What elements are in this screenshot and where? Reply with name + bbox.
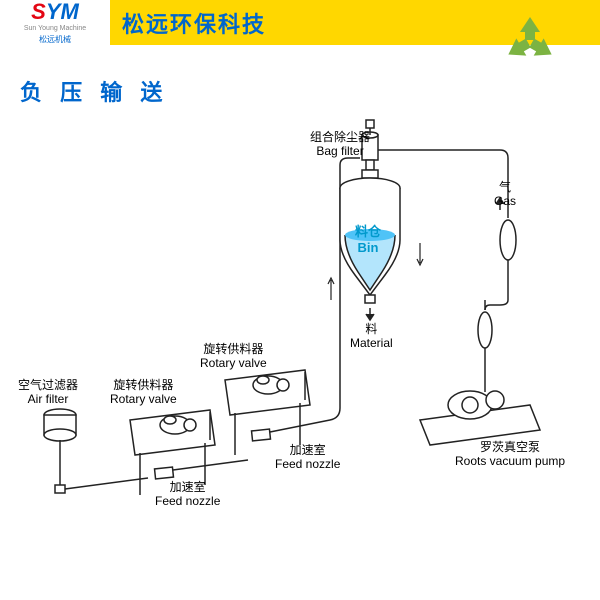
label-gas: 气 Gas (494, 180, 516, 209)
label-bin: 料仓 Bin (355, 221, 381, 255)
label-material: 料 Material (350, 322, 393, 351)
label-feed-nozzle-2: 加速室 Feed nozzle (275, 443, 340, 472)
label-air-filter: 空气过滤器 Air filter (18, 378, 78, 407)
label-roots-pump: 罗茨真空泵 Roots vacuum pump (455, 440, 565, 469)
label-rotary-valve-2: 旋转供料器 Rotary valve (200, 342, 267, 371)
label-feed-nozzle-1: 加速室 Feed nozzle (155, 480, 220, 509)
label-bag-filter: 组合除尘器 Bag filter (310, 130, 370, 159)
process-diagram (0, 0, 600, 600)
label-rotary-valve-1: 旋转供料器 Rotary valve (110, 378, 177, 407)
